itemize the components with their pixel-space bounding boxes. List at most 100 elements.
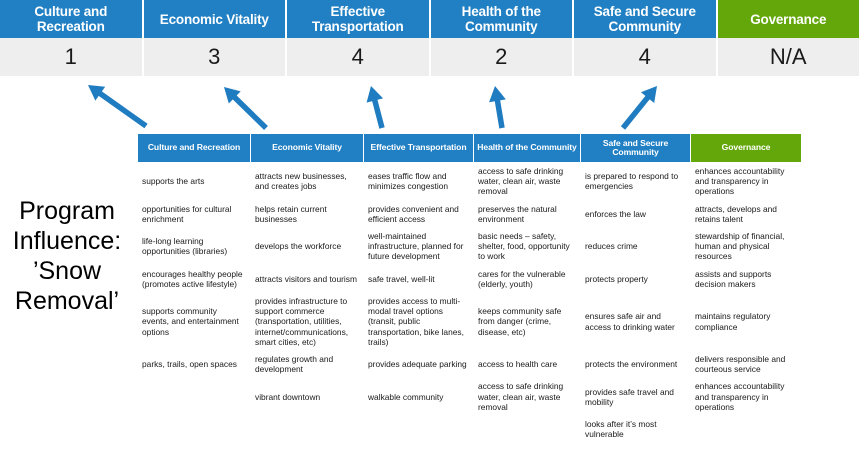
arrow-safe-and-secure-community <box>620 86 657 130</box>
matrix-cell: well-maintained infrastructure, planned … <box>363 227 474 266</box>
matrix-cell: basic needs – safety, shelter, food, opp… <box>473 227 581 266</box>
arrow-shaft <box>96 89 148 129</box>
arrow-head <box>224 87 241 104</box>
table-row: looks after it’s most vulnerable <box>137 415 802 444</box>
score-column-label: Economic Vitality <box>143 0 285 38</box>
matrix-cell: regulates growth and development <box>250 350 364 379</box>
arrow-shaft <box>230 93 268 130</box>
score-column-label: Safe and Secure Community <box>574 0 716 38</box>
matrix-cell: walkable community <box>363 377 474 417</box>
matrix-cell: looks after it’s most vulnerable <box>580 415 691 444</box>
matrix-header-cell: Safe and Secure Community <box>580 133 691 163</box>
matrix-cell: access to safe drinking water, clean air… <box>473 377 581 417</box>
matrix-cell <box>250 415 364 444</box>
matrix-cell: access to safe drinking water, clean air… <box>473 162 581 201</box>
matrix-cell: supports the arts <box>137 162 251 201</box>
matrix-cell: safe travel, well-lit <box>363 264 474 294</box>
matrix-cell: is prepared to respond to emergencies <box>580 162 691 201</box>
arrow-effective-transportation <box>366 86 385 129</box>
score-column-value: 4 <box>574 38 716 76</box>
matrix-cell: protects property <box>580 264 691 294</box>
score-column-label: Effective Transportation <box>287 0 429 38</box>
matrix-header-cell: Health of the Community <box>473 133 581 163</box>
matrix-cell: supports community events, and entertain… <box>137 292 251 352</box>
influence-arrows <box>88 85 657 130</box>
table-row: opportunities for cultural enrichment hel… <box>137 199 802 229</box>
arrow-shaft <box>620 93 652 130</box>
matrix-cell: enforces the law <box>580 199 691 229</box>
matrix-cell: access to health care <box>473 350 581 379</box>
score-column-label: Governance <box>717 0 859 38</box>
score-column-value: N/A <box>717 38 859 76</box>
matrix-header-row: Culture and Recreation Economic Vitality E… <box>137 133 802 163</box>
matrix-cell <box>137 415 251 444</box>
matrix-cell: provides safe travel and mobility <box>580 377 691 417</box>
matrix-cell: encourages healthy people (promotes acti… <box>137 264 251 294</box>
matrix-cell: helps retain current businesses <box>250 199 364 229</box>
matrix-cell: attracts, develops and retains talent <box>690 199 802 229</box>
table-row: supports community events, and entertain… <box>137 292 802 352</box>
matrix-cell: attracts visitors and tourism <box>250 264 364 294</box>
matrix-cell: reduces crime <box>580 227 691 266</box>
score-column-value: 4 <box>287 38 429 76</box>
arrow-head <box>366 86 384 103</box>
matrix-cell: vibrant downtown <box>250 377 364 417</box>
arrow-shaft <box>494 97 505 129</box>
score-column-label: Health of the Community <box>430 0 572 38</box>
matrix-cell <box>473 415 581 444</box>
matrix-cell <box>690 415 802 444</box>
matrix-cell: ensures safe air and access to drinking … <box>580 292 691 352</box>
matrix-cell: keeps community safe from danger (crime,… <box>473 292 581 352</box>
matrix-cell <box>137 377 251 417</box>
matrix-body: supports the arts attracts new businesses… <box>137 162 802 444</box>
score-column-value: 2 <box>430 38 572 76</box>
table-row: encourages healthy people (promotes acti… <box>137 264 802 294</box>
score-column-2: Effective Transportation 4 <box>287 0 431 76</box>
matrix-cell: maintains regulatory compliance <box>690 292 802 352</box>
matrix-cell: assists and supports decision makers <box>690 264 802 294</box>
matrix-cell: parks, trails, open spaces <box>137 350 251 379</box>
matrix-cell: life-long learning opportunities (librar… <box>137 227 251 266</box>
matrix-header-cell: Governance <box>690 133 802 163</box>
outcome-matrix-container: Culture and Recreation Economic Vitality E… <box>137 133 802 444</box>
matrix-cell <box>363 415 474 444</box>
arrow-head <box>489 86 506 103</box>
outcome-matrix-table: Culture and Recreation Economic Vitality E… <box>137 133 802 444</box>
arrow-culture-and-recreation <box>88 85 148 129</box>
matrix-cell: stewardship of financial, human and phys… <box>690 227 802 266</box>
table-row: life-long learning opportunities (librar… <box>137 227 802 266</box>
priority-score-band: Culture and Recreation 1 Economic Vitality… <box>0 0 859 76</box>
matrix-cell: delivers responsible and courteous servi… <box>690 350 802 379</box>
score-column-5: Governance N/A <box>717 0 859 76</box>
program-influence-caption: Program Influence: ’Snow Removal’ <box>12 197 122 315</box>
matrix-cell: provides infrastructure to support comme… <box>250 292 364 352</box>
score-column-value: 3 <box>143 38 285 76</box>
matrix-cell: opportunities for cultural enrichment <box>137 199 251 229</box>
matrix-cell: eases traffic flow and minimizes congest… <box>363 162 474 201</box>
arrow-head <box>88 85 106 101</box>
matrix-cell: preserves the natural environment <box>473 199 581 229</box>
score-column-3: Health of the Community 2 <box>430 0 574 76</box>
matrix-cell: enhances accountability and transparency… <box>690 162 802 201</box>
table-row: parks, trails, open spaces regulates grow… <box>137 350 802 379</box>
score-column-label: Culture and Recreation <box>0 0 142 38</box>
matrix-header-cell: Economic Vitality <box>250 133 364 163</box>
arrow-head <box>640 86 657 104</box>
score-column-4: Safe and Secure Community 4 <box>574 0 718 76</box>
matrix-header-cell: Culture and Recreation <box>137 133 251 163</box>
arrow-economic-vitality <box>224 87 268 130</box>
matrix-cell: provides access to multi-modal travel op… <box>363 292 474 352</box>
matrix-cell: develops the workforce <box>250 227 364 266</box>
arrow-shaft <box>371 96 385 129</box>
arrow-health-of-the-community <box>489 86 506 129</box>
matrix-cell: attracts new businesses, and creates job… <box>250 162 364 201</box>
table-row: vibrant downtown walkable community access… <box>137 377 802 417</box>
score-column-value: 1 <box>0 38 142 76</box>
matrix-cell: cares for the vulnerable (elderly, youth… <box>473 264 581 294</box>
matrix-cell: provides adequate parking <box>363 350 474 379</box>
score-column-0: Culture and Recreation 1 <box>0 0 144 76</box>
matrix-header-cell: Effective Transportation <box>363 133 474 163</box>
matrix-cell: enhances accountability and transparency… <box>690 377 802 417</box>
table-row: supports the arts attracts new businesses… <box>137 162 802 201</box>
matrix-cell: provides convenient and efficient access <box>363 199 474 229</box>
